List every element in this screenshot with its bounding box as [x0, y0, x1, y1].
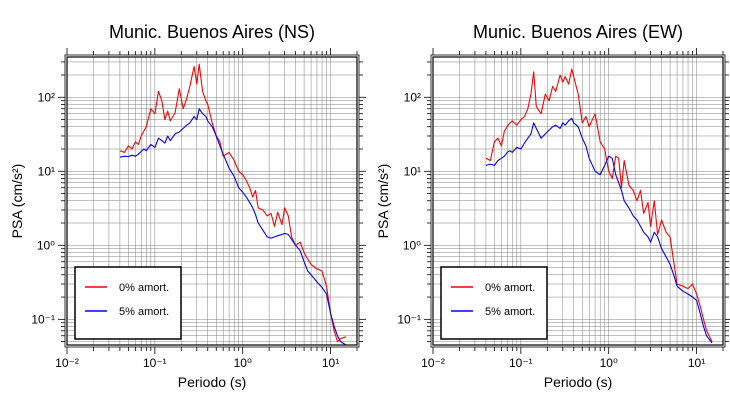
legend: 0% amort. 5% amort. — [74, 266, 182, 340]
x-tick-label: 10⁻¹ — [143, 356, 167, 370]
legend-box — [440, 266, 548, 340]
x-tick-label: 10⁰ — [600, 356, 618, 370]
chart-title: Munic. Buenos Aires (NS) — [109, 22, 315, 42]
legend-label-2: 5% amort. — [119, 306, 169, 318]
chart-title: Munic. Buenos Aires (EW) — [473, 22, 683, 42]
x-tick-label: 10⁰ — [234, 356, 252, 370]
x-axis-label: Periodo (s) — [544, 374, 612, 390]
y-tick-label: 10⁰ — [37, 238, 55, 252]
y-tick-label: 10⁻¹ — [31, 312, 55, 326]
legend-label-2: 5% amort. — [485, 306, 535, 318]
plot-frame — [432, 56, 724, 346]
series-line-1 — [119, 63, 347, 343]
y-tick-label: 10⁰ — [403, 238, 421, 252]
chart-panel-2: 10⁻² 10⁻¹ 10⁰ 10¹ 10⁻¹ 10⁰ 10¹ 10² Munic. Buenos… — [375, 22, 730, 390]
y-tick-label: 10¹ — [404, 164, 421, 178]
x-tick-label: 10⁻² — [55, 356, 79, 370]
ticks — [424, 48, 730, 354]
y-tick-label: 10¹ — [38, 164, 55, 178]
y-axis-label: PSA (cm/s²) — [9, 164, 25, 239]
x-tick-label: 10⁻¹ — [509, 356, 533, 370]
chart-panel-1: 10⁻² 10⁻¹ 10⁰ 10¹ 10⁻¹ 10⁰ 10¹ 10² Munic. Buenos… — [9, 22, 366, 390]
plot-frame — [66, 56, 358, 346]
x-tick-label: 10⁻² — [421, 356, 445, 370]
y-axis-label: PSA (cm/s²) — [375, 164, 391, 239]
x-tick-label: 10¹ — [322, 356, 339, 370]
series-line-2 — [119, 108, 347, 346]
y-tick-label: 10² — [404, 90, 421, 104]
series-line-1 — [485, 68, 713, 342]
legend-box — [74, 266, 182, 340]
y-tick-label: 10⁻¹ — [397, 312, 421, 326]
legend-label-1: 0% amort. — [119, 282, 169, 294]
legend: 0% amort. 5% amort. — [440, 266, 548, 340]
legend-label-1: 0% amort. — [485, 282, 535, 294]
x-tick-label: 10¹ — [688, 356, 705, 370]
ticks — [58, 48, 366, 354]
y-tick-label: 10² — [38, 90, 55, 104]
x-axis-label: Periodo (s) — [178, 374, 246, 390]
series-line-2 — [485, 117, 713, 344]
